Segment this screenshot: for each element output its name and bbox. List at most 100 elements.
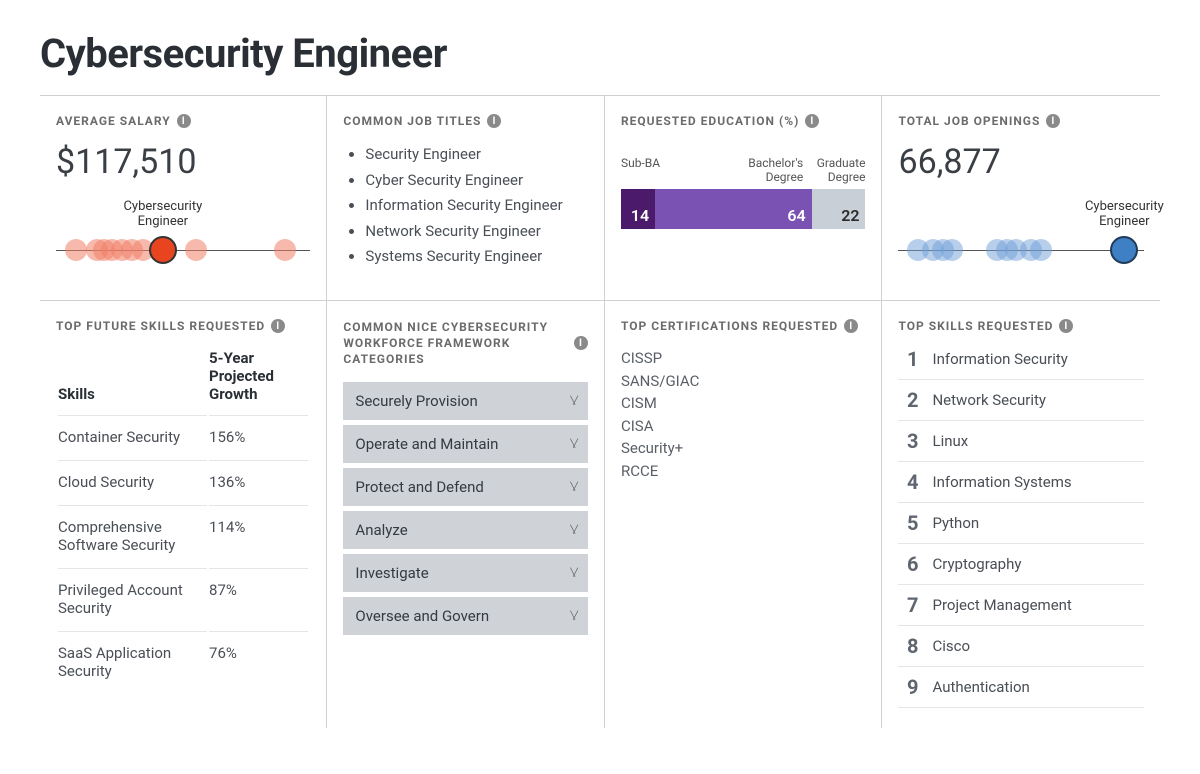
education-label: Bachelor'sDegree bbox=[663, 156, 810, 185]
top-skill-row: 1Information Security bbox=[898, 347, 1144, 380]
education-label: Sub-BA bbox=[621, 156, 663, 185]
accordion-label: Analyze bbox=[355, 521, 407, 539]
chevron-down-icon: ╲╱ bbox=[570, 568, 576, 577]
info-icon[interactable]: i bbox=[574, 336, 588, 350]
table-row: Comprehensive Software Security114% bbox=[58, 505, 308, 566]
skill-name: Linux bbox=[932, 432, 968, 450]
info-icon[interactable]: i bbox=[177, 114, 191, 128]
top-row: AVERAGE SALARY i $117,510 CybersecurityE… bbox=[40, 95, 1160, 300]
rank-number: 3 bbox=[898, 429, 918, 453]
accordion-item[interactable]: Operate and Maintain╲╱ bbox=[343, 425, 588, 463]
certifications-list: CISSPSANS/GIACCISMCISASecurity+RCCE bbox=[621, 347, 866, 482]
header-top-skills: TOP SKILLS REQUESTED i bbox=[898, 319, 1144, 333]
header-certs: TOP CERTIFICATIONS REQUESTED i bbox=[621, 319, 866, 333]
openings-value: 66,877 bbox=[898, 142, 1144, 182]
header-nice: COMMON NICE CYBERSECURITY WORKFORCE FRAM… bbox=[343, 319, 588, 368]
chevron-down-icon: ╲╱ bbox=[570, 396, 576, 405]
certification-item: RCCE bbox=[621, 460, 866, 483]
top-skill-row: 8Cisco bbox=[898, 626, 1144, 667]
certification-item: CISA bbox=[621, 415, 866, 438]
accordion-item[interactable]: Investigate ╲╱ bbox=[343, 554, 588, 592]
openings-dot-chart: CybersecurityEngineer bbox=[898, 200, 1144, 280]
header-job-titles: COMMON JOB TITLES i bbox=[343, 114, 588, 128]
table-row: Cloud Security136% bbox=[58, 460, 308, 503]
skill-growth: 114% bbox=[209, 505, 308, 566]
job-titles-list: Security EngineerCyber Security Engineer… bbox=[343, 142, 588, 270]
education-bar-chart: 146422 bbox=[621, 189, 866, 229]
dot-highlight-label: CybersecurityEngineer bbox=[1085, 200, 1164, 230]
table-row: Container Security156% bbox=[58, 415, 308, 458]
header-openings: TOTAL JOB OPENINGS i bbox=[898, 114, 1144, 128]
header-future-skills: TOP FUTURE SKILLS REQUESTED i bbox=[56, 319, 310, 333]
header-label: TOP CERTIFICATIONS REQUESTED bbox=[621, 319, 838, 333]
info-icon[interactable]: i bbox=[1059, 319, 1073, 333]
skill-name: Cryptography bbox=[932, 555, 1021, 573]
accordion-item[interactable]: Protect and Defend╲╱ bbox=[343, 468, 588, 506]
skill-growth: 87% bbox=[209, 568, 308, 629]
job-title-item: Security Engineer bbox=[365, 142, 588, 168]
header-label: TOP FUTURE SKILLS REQUESTED bbox=[56, 319, 265, 333]
col-skills: Skills bbox=[58, 349, 207, 413]
accordion-label: Oversee and Govern bbox=[355, 607, 489, 625]
chevron-down-icon: ╲╱ bbox=[570, 611, 576, 620]
certification-item: CISM bbox=[621, 392, 866, 415]
skill-name: Project Management bbox=[932, 596, 1071, 614]
salary-value: $117,510 bbox=[56, 142, 310, 182]
col-growth: 5-Year Projected Growth bbox=[209, 349, 308, 413]
skill-name: Python bbox=[932, 514, 979, 532]
dot bbox=[1030, 239, 1052, 261]
info-icon[interactable]: i bbox=[487, 114, 501, 128]
header-label: COMMON JOB TITLES bbox=[343, 114, 481, 128]
top-skill-row: 2Network Security bbox=[898, 380, 1144, 421]
rank-number: 5 bbox=[898, 511, 918, 535]
accordion-label: Securely Provision bbox=[355, 392, 477, 410]
info-icon[interactable]: i bbox=[271, 319, 285, 333]
table-row: SaaS Application Security76% bbox=[58, 631, 308, 692]
top-skill-row: 6Cryptography bbox=[898, 544, 1144, 585]
dot-highlight-label: CybersecurityEngineer bbox=[123, 200, 202, 230]
table-row: Privileged Account Security87% bbox=[58, 568, 308, 629]
education-label: GraduateDegree bbox=[809, 156, 865, 185]
panel-average-salary: AVERAGE SALARY i $117,510 CybersecurityE… bbox=[40, 96, 327, 300]
panel-certifications: TOP CERTIFICATIONS REQUESTED i CISSPSANS… bbox=[605, 301, 883, 728]
accordion-label: Operate and Maintain bbox=[355, 435, 498, 453]
education-labels: Sub-BABachelor'sDegreeGraduateDegree bbox=[621, 156, 866, 185]
job-title-item: Information Security Engineer bbox=[365, 193, 588, 219]
bottom-row: TOP FUTURE SKILLS REQUESTED i Skills 5-Y… bbox=[40, 300, 1160, 728]
info-icon[interactable]: i bbox=[805, 114, 819, 128]
accordion-item[interactable]: Oversee and Govern ╲╱ bbox=[343, 597, 588, 635]
job-title-item: Systems Security Engineer bbox=[365, 244, 588, 270]
skill-name: Cloud Security bbox=[58, 460, 207, 503]
dot bbox=[274, 239, 296, 261]
accordion-label: Investigate bbox=[355, 564, 428, 582]
skill-name: Comprehensive Software Security bbox=[58, 505, 207, 566]
education-bar-segment: 64 bbox=[655, 189, 812, 229]
info-icon[interactable]: i bbox=[844, 319, 858, 333]
dot-highlight bbox=[149, 236, 177, 264]
skill-name: Cisco bbox=[932, 637, 970, 655]
accordion-item[interactable]: Analyze ╲╱ bbox=[343, 511, 588, 549]
rank-number: 4 bbox=[898, 470, 918, 494]
rank-number: 7 bbox=[898, 593, 918, 617]
salary-dot-chart: CybersecurityEngineer bbox=[56, 200, 310, 280]
header-label: AVERAGE SALARY bbox=[56, 114, 171, 128]
job-title-item: Cyber Security Engineer bbox=[365, 168, 588, 194]
header-label: TOP SKILLS REQUESTED bbox=[898, 319, 1053, 333]
panel-education: REQUESTED EDUCATION (%) i Sub-BABachelor… bbox=[605, 96, 883, 300]
panel-job-titles: COMMON JOB TITLES i Security EngineerCyb… bbox=[327, 96, 605, 300]
accordion-item[interactable]: Securely Provision ╲╱ bbox=[343, 382, 588, 420]
dot bbox=[941, 239, 963, 261]
education-bar-segment: 14 bbox=[621, 189, 655, 229]
chevron-down-icon: ╲╱ bbox=[570, 525, 576, 534]
skill-name: SaaS Application Security bbox=[58, 631, 207, 692]
header-average-salary: AVERAGE SALARY i bbox=[56, 114, 310, 128]
skill-name: Privileged Account Security bbox=[58, 568, 207, 629]
info-icon[interactable]: i bbox=[1046, 114, 1060, 128]
top-skill-row: 3 Linux bbox=[898, 421, 1144, 462]
rank-number: 9 bbox=[898, 675, 918, 699]
header-label: TOTAL JOB OPENINGS bbox=[898, 114, 1040, 128]
top-skills-list: 1Information Security2Network Security 3L… bbox=[898, 347, 1144, 708]
panel-top-skills: TOP SKILLS REQUESTED i 1Information Secu… bbox=[882, 301, 1160, 728]
skill-name: Authentication bbox=[932, 678, 1029, 696]
skill-name: Network Security bbox=[932, 391, 1046, 409]
